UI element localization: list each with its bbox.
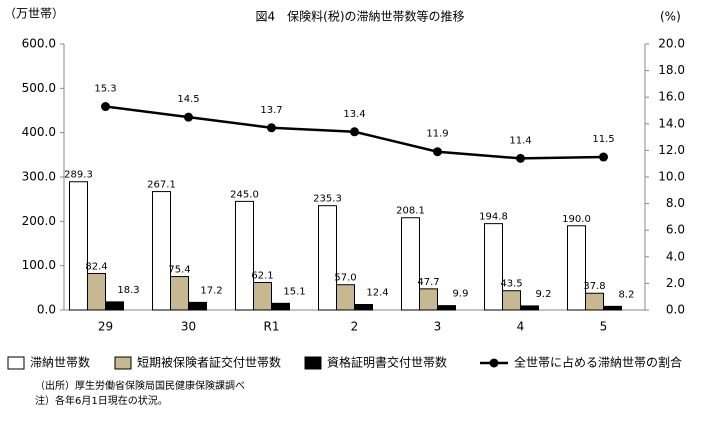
data-label: 62.1 xyxy=(251,270,273,281)
y2-tick-label: 6.0 xyxy=(666,223,685,237)
y-axis-label: （万世帯） xyxy=(4,7,64,21)
data-label: 13.7 xyxy=(260,105,282,116)
data-label: 8.2 xyxy=(619,289,635,300)
y-tick-label: 600.0 xyxy=(22,37,56,51)
y2-tick-label: 20.0 xyxy=(658,37,685,51)
legend-label: 全世帯に占める滞納世帯の割合 xyxy=(514,355,682,370)
y-tick-label: 500.0 xyxy=(22,81,56,95)
data-label: 14.5 xyxy=(177,94,199,105)
bar xyxy=(235,200,254,311)
x-tick-label: 3 xyxy=(434,320,442,334)
legend-label: 資格証明書交付世帯数 xyxy=(327,355,447,370)
legend-swatch xyxy=(304,356,322,370)
y2-axis-label: (%) xyxy=(660,10,681,24)
data-label: 18.3 xyxy=(117,285,139,296)
line-marker xyxy=(433,147,442,157)
x-tick-label: 29 xyxy=(98,320,113,334)
bar xyxy=(502,290,521,311)
data-label: 245.0 xyxy=(230,189,259,200)
bar xyxy=(567,225,586,311)
y2-tick-label: 10.0 xyxy=(658,170,685,184)
bar xyxy=(401,217,420,311)
x-tick-label: 30 xyxy=(181,320,196,334)
note: （出所）厚生労働省保険局国民健康保険課調べ xyxy=(35,379,245,392)
bar xyxy=(484,223,503,311)
bar xyxy=(170,276,189,311)
data-label: 208.1 xyxy=(396,206,425,217)
y-tick-label: 400.0 xyxy=(22,125,56,139)
x-tick-label: 4 xyxy=(517,320,525,334)
data-label: 194.8 xyxy=(479,212,508,223)
bar xyxy=(419,288,438,311)
data-label: 82.4 xyxy=(85,261,107,272)
y-tick-label: 200.0 xyxy=(22,214,56,228)
line-marker xyxy=(267,123,276,133)
legend-label: 滞納世帯数 xyxy=(30,355,90,370)
bar xyxy=(87,272,106,311)
legend-marker xyxy=(489,358,499,368)
line-marker xyxy=(516,153,525,163)
bar xyxy=(188,301,207,311)
bar xyxy=(253,281,272,311)
line-marker xyxy=(184,112,193,122)
y2-tick-label: 12.0 xyxy=(658,143,685,157)
bar xyxy=(520,305,539,311)
bar xyxy=(318,205,337,311)
data-label: 11.5 xyxy=(592,134,614,145)
y2-tick-label: 14.0 xyxy=(658,116,685,130)
line-marker xyxy=(599,152,608,162)
data-label: 12.4 xyxy=(366,288,388,299)
data-label: 9.2 xyxy=(536,289,552,300)
x-tick-label: 5 xyxy=(600,320,608,334)
note: 注）各年6月1日現在の状況。 xyxy=(35,394,168,407)
x-tick-label: 2 xyxy=(351,320,359,334)
data-label: 11.9 xyxy=(426,129,448,140)
bar xyxy=(585,292,604,311)
data-label: 43.5 xyxy=(500,279,522,290)
bar xyxy=(271,302,290,311)
x-tick-label: R1 xyxy=(264,320,280,334)
data-label: 13.4 xyxy=(343,109,365,120)
y2-tick-label: 8.0 xyxy=(666,196,685,210)
y-tick-label: 100.0 xyxy=(22,258,56,272)
y2-tick-label: 18.0 xyxy=(658,63,685,77)
y-tick-label: 300.0 xyxy=(22,170,56,184)
data-label: 57.0 xyxy=(334,273,356,284)
bar xyxy=(603,305,622,311)
data-label: 235.3 xyxy=(313,194,342,205)
y2-tick-label: 0.0 xyxy=(666,303,685,317)
data-label: 190.0 xyxy=(562,214,591,225)
data-label: 11.4 xyxy=(509,135,531,146)
data-label: 267.1 xyxy=(147,180,176,191)
y2-tick-label: 16.0 xyxy=(658,90,685,104)
y-tick-label: 0.0 xyxy=(37,303,56,317)
bar xyxy=(69,181,88,311)
chart-title: 図4 保険料(税)の滞納世帯数等の推移 xyxy=(256,9,465,24)
line-marker xyxy=(101,102,110,112)
y2-tick-label: 4.0 xyxy=(666,249,685,263)
data-label: 15.1 xyxy=(283,286,305,297)
data-label: 15.3 xyxy=(94,84,116,95)
data-label: 47.7 xyxy=(417,277,439,288)
bar xyxy=(437,305,456,311)
bar xyxy=(336,284,355,311)
y2-tick-label: 2.0 xyxy=(666,276,685,290)
bar xyxy=(152,191,171,311)
legend-swatch xyxy=(114,356,132,370)
data-label: 289.3 xyxy=(64,170,93,181)
bar xyxy=(354,304,373,311)
data-label: 9.9 xyxy=(453,289,469,300)
bar xyxy=(105,301,124,311)
data-label: 37.8 xyxy=(583,281,605,292)
line-marker xyxy=(350,127,359,137)
data-label: 17.2 xyxy=(200,285,222,296)
legend-swatch xyxy=(7,356,25,370)
legend-label: 短期被保険者証交付世帯数 xyxy=(137,355,281,370)
data-label: 75.4 xyxy=(168,265,190,276)
